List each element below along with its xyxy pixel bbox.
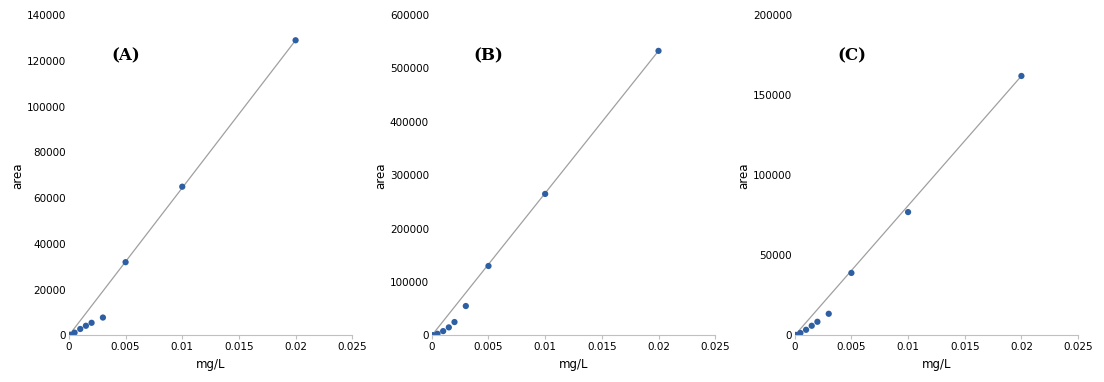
Point (479, 263, 497, 269)
Y-axis label: area: area (11, 162, 24, 188)
Point (117, 259, 135, 265)
Point (287, 37, 305, 43)
Point (424, 332, 442, 338)
Point (808, 319, 826, 325)
X-axis label: mg/L: mg/L (195, 358, 225, 371)
Point (797, 327, 815, 333)
Point (537, 191, 554, 197)
Point (72, 326, 89, 332)
Point (94, 314, 112, 320)
Point (457, 303, 475, 309)
Point (803, 323, 820, 329)
Point (446, 319, 464, 325)
Text: (B): (B) (474, 47, 503, 64)
Point (900, 209, 917, 215)
Point (649, 48, 667, 54)
X-axis label: mg/L: mg/L (559, 358, 588, 371)
Y-axis label: area: area (737, 162, 750, 188)
Point (820, 311, 838, 317)
Text: (C): (C) (837, 47, 866, 64)
Point (792, 330, 809, 336)
Point (1012, 73, 1030, 79)
Point (83, 320, 100, 326)
Point (77, 323, 95, 329)
Point (61, 332, 78, 338)
Point (434, 328, 452, 334)
Point (66, 330, 84, 336)
Text: (A): (A) (112, 47, 140, 64)
Point (428, 331, 446, 337)
Y-axis label: area: area (374, 162, 388, 188)
X-axis label: mg/L: mg/L (922, 358, 952, 371)
Point (440, 324, 458, 330)
Point (842, 270, 860, 276)
Point (787, 332, 805, 338)
Point (173, 184, 191, 190)
